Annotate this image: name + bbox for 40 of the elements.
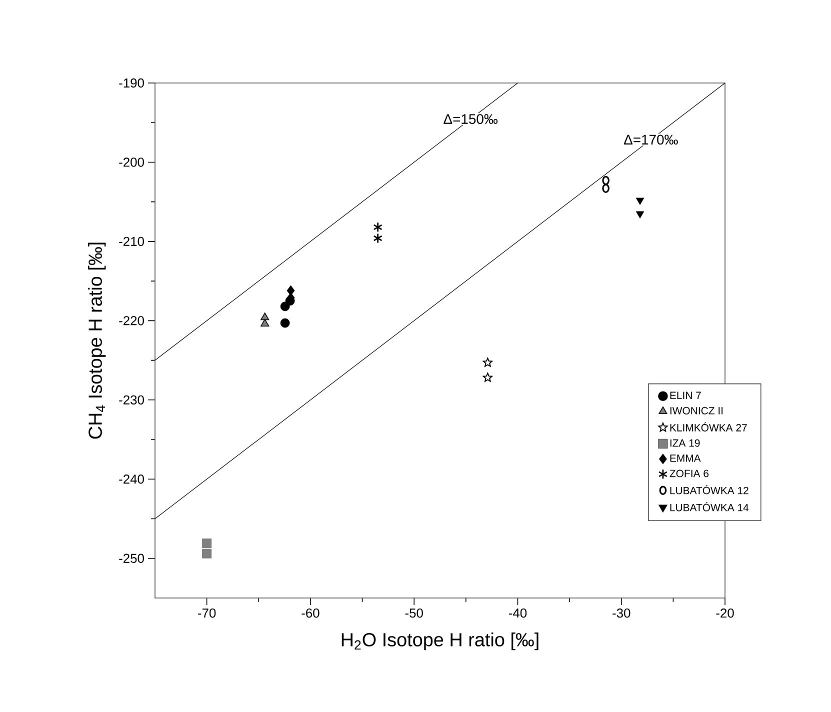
x-tick-label: -20 <box>716 608 734 618</box>
point <box>286 286 295 296</box>
point <box>482 358 492 367</box>
annotation: Δ=150‰ <box>444 114 498 124</box>
point <box>202 538 212 548</box>
point <box>602 176 610 186</box>
y-tick-label: -240 <box>119 474 144 484</box>
y-tick-label: -200 <box>119 158 144 167</box>
legend-label: KLIMKÓWKA 27 <box>670 422 747 432</box>
x-tick-label: -40 <box>508 608 527 618</box>
y-tick-label: -250 <box>119 554 144 563</box>
y-axis-title: CH$_{4}$ Isotope H ratio [‰] <box>88 242 106 439</box>
legend-label: EMMA <box>670 454 701 462</box>
legend-label: IWONICZ II <box>670 406 723 414</box>
annotation: Δ=170‰ <box>624 134 678 145</box>
y-tick-label: -230 <box>119 395 144 404</box>
point <box>373 222 382 232</box>
legend-label: ZOFIA 6 <box>670 470 709 478</box>
y-tick-label: -190 <box>119 78 144 88</box>
x-tick-label: -70 <box>198 608 216 618</box>
point <box>482 372 492 382</box>
point <box>373 233 382 244</box>
y-tick-label: -210 <box>119 236 144 246</box>
legend-label: ELIN 7 <box>670 392 701 399</box>
point <box>280 318 290 328</box>
point <box>636 198 644 205</box>
point <box>202 548 212 558</box>
y-tick-label: -220 <box>119 316 144 326</box>
x-tick-label: -30 <box>612 608 630 618</box>
x-axis-title: H$_{2}$O Isotope H ratio [‰] <box>342 632 538 650</box>
point <box>280 302 290 312</box>
point <box>636 211 644 218</box>
legend-label: LUBATÓWKA 12 <box>670 485 748 494</box>
legend-label: LUBATÓWKA 14 <box>670 502 749 512</box>
x-tick-label: -50 <box>405 608 423 618</box>
x-tick-label: -60 <box>302 608 320 618</box>
point <box>260 318 270 326</box>
legend-label: IZA 19 <box>670 439 700 447</box>
point <box>602 184 610 193</box>
point <box>260 312 270 320</box>
